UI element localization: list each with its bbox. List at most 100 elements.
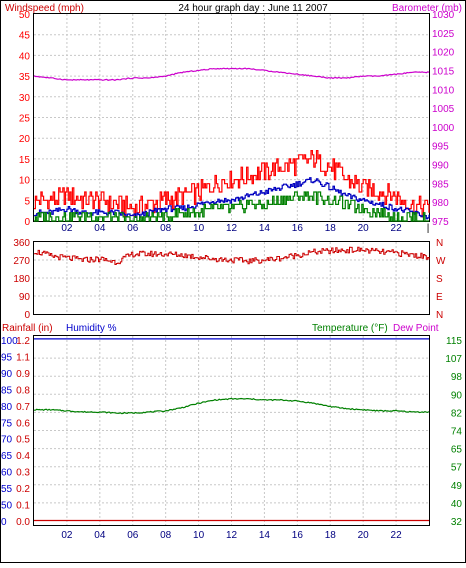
- wind-tick-label: 25: [19, 114, 31, 125]
- climate-hour-tick-label: 22: [391, 530, 403, 541]
- barometer-tick-label: 990: [432, 161, 449, 172]
- climate-panel-frame: [33, 335, 430, 526]
- wind-tick-label: 5: [24, 196, 30, 207]
- wind-tick-label: 15: [19, 155, 31, 166]
- barometer-tick-label: 1025: [432, 29, 455, 40]
- barometer-tick-label: 1020: [432, 48, 455, 59]
- rainfall-tick-label: 0.3: [16, 468, 30, 479]
- climate-hour-tick-label: 08: [160, 530, 172, 541]
- climate-hour-tick-label: 06: [127, 530, 139, 541]
- temperature-tick-label: 49: [451, 481, 463, 492]
- humidity-tick-label: 90: [1, 369, 13, 380]
- humidity-tick-label: 70: [1, 435, 13, 446]
- wind-hour-tick-label: 14: [259, 223, 271, 234]
- temperature-tick-label: 57: [451, 463, 463, 474]
- humidity-tick-label: 50: [1, 501, 13, 512]
- wind-gust-line: [34, 150, 430, 218]
- barometer-tick-label: 1010: [432, 85, 455, 96]
- humidity-tick-label: 55: [1, 484, 13, 495]
- barometer-tick-label: 1015: [432, 66, 455, 77]
- barometer-tick-label: 975: [432, 217, 449, 228]
- rainfall-tick-label: 0.6: [16, 418, 30, 429]
- rainfall-tick-label: 0.9: [16, 369, 30, 380]
- chart-title: 24 hour graph day : June 11 2007: [178, 3, 328, 14]
- wind-hour-tick-label: 12: [226, 223, 238, 234]
- wind-average-line: [34, 177, 430, 220]
- rainfall-tick-label: 0.1: [16, 501, 30, 512]
- chart-layer: 0510152025303540455097598098599099510001…: [1, 10, 462, 541]
- rainfall-tick-label: 1.2: [16, 336, 30, 347]
- direction-compass-label: E: [436, 292, 443, 303]
- temperature-tick-label: 98: [451, 372, 463, 383]
- direction-tick-label: 90: [19, 292, 31, 303]
- direction-line: [34, 246, 430, 265]
- rainfall-tick-label: 0.5: [16, 435, 30, 446]
- wind-hour-tick-label: 20: [358, 223, 370, 234]
- rainfall-tick-label: 0.4: [16, 451, 30, 462]
- humidity-axis-title: Humidity %: [66, 323, 117, 334]
- wind-tick-label: 35: [19, 72, 31, 83]
- windspeed-axis-title: Windspeed (mph): [5, 3, 84, 14]
- wind-end-tick: |: [427, 223, 430, 234]
- humidity-tick-label: 80: [1, 402, 13, 413]
- wind-hour-tick-label: 08: [160, 223, 172, 234]
- wind-tick-label: 40: [19, 51, 31, 62]
- wind-tick-label: 50: [19, 10, 31, 21]
- temperature-tick-label: 107: [445, 354, 462, 365]
- temperature-tick-label: 90: [451, 390, 463, 401]
- barometer-tick-label: 1030: [432, 10, 455, 21]
- temperature-tick-label: 115: [446, 336, 462, 347]
- dew-point-axis-title: Dew Point: [393, 323, 439, 334]
- humidity-tick-label: 65: [1, 451, 13, 462]
- climate-hour-tick-label: 12: [226, 530, 238, 541]
- wind-hour-tick-label: 04: [94, 223, 106, 234]
- direction-compass-label: N: [436, 238, 443, 249]
- temperature-tick-label: 65: [451, 445, 463, 456]
- temperature-tick-label: 82: [451, 408, 463, 419]
- wind-tick-label: 30: [19, 93, 31, 104]
- rainfall-tick-label: 0.8: [16, 385, 30, 396]
- direction-tick-label: 270: [13, 256, 30, 267]
- wind-hour-tick-label: 22: [391, 223, 403, 234]
- wind-tick-label: 45: [19, 31, 31, 42]
- wind-hour-tick-label: 10: [193, 223, 205, 234]
- barometer-tick-label: 1000: [432, 123, 455, 134]
- temperature-tick-label: 32: [451, 517, 463, 528]
- climate-hour-tick-label: 02: [61, 530, 73, 541]
- barometer-tick-label: 985: [432, 179, 449, 190]
- temperature-tick-label: 74: [451, 427, 463, 438]
- wind-hour-tick-label: 06: [127, 223, 139, 234]
- climate-hour-tick-label: 20: [358, 530, 370, 541]
- climate-hour-tick-label: 14: [259, 530, 271, 541]
- wind-hour-tick-label: 02: [61, 223, 73, 234]
- climate-hour-tick-label: 16: [292, 530, 304, 541]
- climate-hour-tick-label: 18: [325, 530, 337, 541]
- temperature-axis-title: Temperature (°F): [312, 323, 388, 334]
- wind-hour-tick-label: 18: [325, 223, 337, 234]
- direction-tick-label: 0: [24, 310, 30, 321]
- temperature-line: [34, 397, 430, 415]
- barometer-axis-title: Barometer (mb): [392, 3, 462, 14]
- barometer-tick-label: 980: [432, 198, 449, 209]
- barometer-line: [33, 67, 430, 81]
- direction-compass-label: S: [436, 274, 443, 285]
- barometer-tick-label: 995: [432, 142, 449, 153]
- humidity-tick-label: 75: [1, 418, 13, 429]
- rainfall-axis-title: Rainfall (in): [2, 323, 53, 334]
- wind-panel-frame: [33, 13, 430, 222]
- humidity-tick-label: 60: [1, 468, 13, 479]
- rainfall-tick-label: 0.7: [16, 402, 30, 413]
- humidity-tick-label: 0: [1, 517, 7, 528]
- direction-compass-label: N: [436, 310, 443, 321]
- humidity-tick-label: 85: [1, 385, 13, 396]
- wind-hour-tick-label: 16: [292, 223, 304, 234]
- wind-tick-label: 0: [24, 217, 30, 228]
- humidity-tick-label: 95: [1, 352, 13, 363]
- barometer-tick-label: 1005: [432, 104, 455, 115]
- climate-hour-tick-label: 04: [94, 530, 106, 541]
- direction-tick-label: 360: [13, 238, 30, 249]
- rainfall-tick-label: 0.2: [16, 484, 30, 495]
